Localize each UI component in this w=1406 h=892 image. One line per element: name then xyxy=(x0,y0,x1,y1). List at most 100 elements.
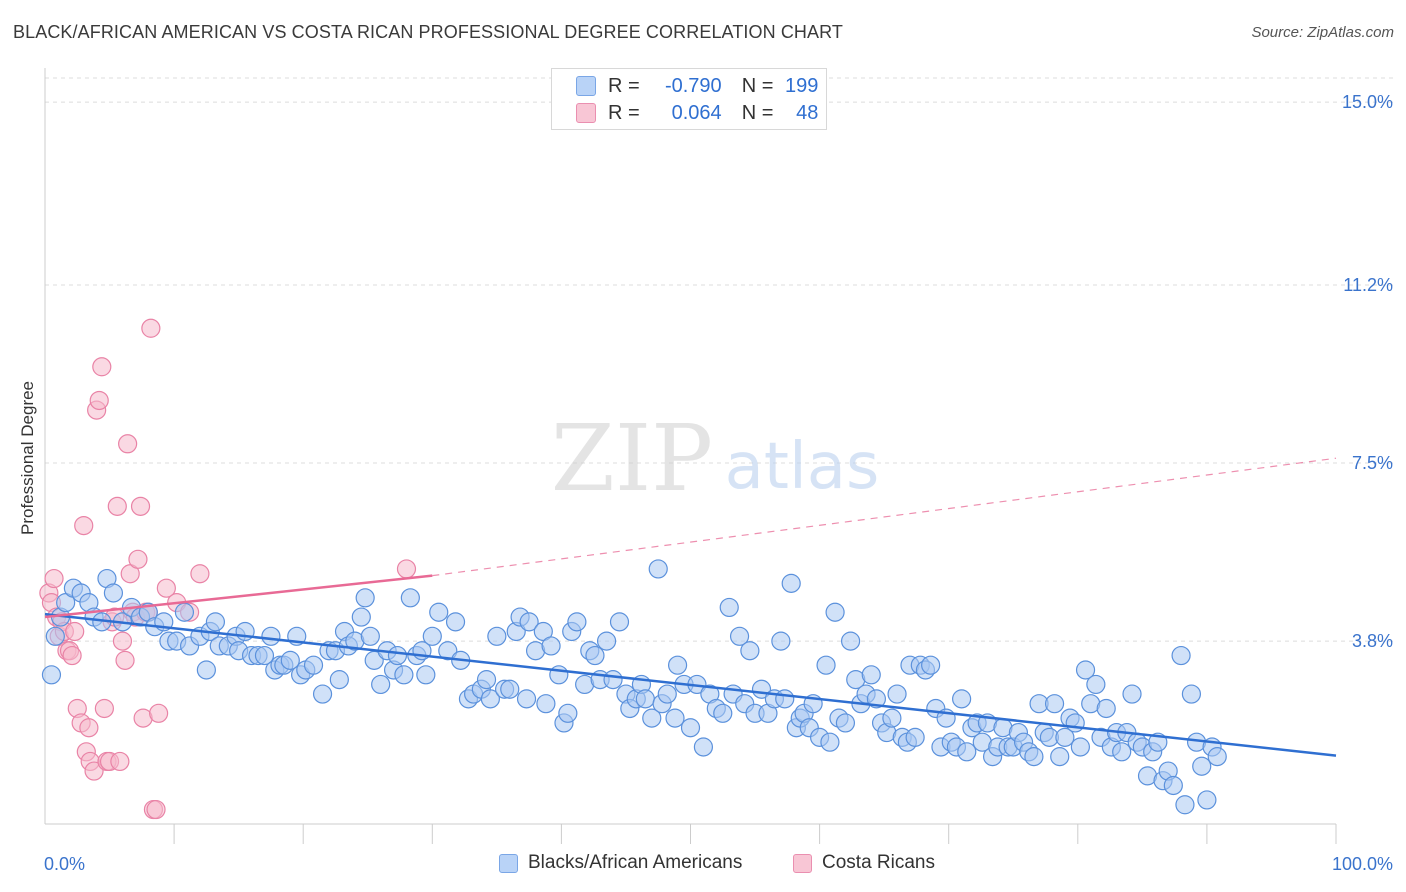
watermark-zip: ZIP xyxy=(551,405,713,512)
black-point-207 xyxy=(1207,747,1227,767)
chart-title: BLACK/AFRICAN AMERICAN VS COSTA RICAN PR… xyxy=(13,22,843,42)
black-point-50 xyxy=(355,588,375,608)
costa-rican-point-19 xyxy=(89,390,109,411)
costa-rican-point-41 xyxy=(146,799,166,820)
black-point-107 xyxy=(680,718,701,738)
legend-item-costa-rican[interactable]: Costa Ricans xyxy=(793,852,935,874)
black-point-205 xyxy=(1197,790,1217,810)
y-tick-label-1: 7.5% xyxy=(1352,453,1393,473)
black-point-85 xyxy=(558,703,578,723)
costa-rican-point-20 xyxy=(92,357,112,377)
black-point-124 xyxy=(781,573,801,593)
black-point-42 xyxy=(312,684,333,704)
blue-n-value: 199 xyxy=(785,74,819,97)
black-point-140 xyxy=(861,665,881,685)
black-point-100 xyxy=(642,708,662,728)
black-point-77 xyxy=(516,689,537,709)
black-point-64 xyxy=(438,641,458,661)
black-point-74 xyxy=(500,679,520,699)
black-point-135 xyxy=(835,713,856,733)
stat-row-blue: R = -0.790 N = 199 xyxy=(576,73,818,99)
black-point-51 xyxy=(360,626,380,646)
black-point-186 xyxy=(1096,698,1116,719)
black-point-94 xyxy=(609,612,630,632)
black-point-177 xyxy=(1050,747,1070,767)
y-tick-label-3: 15.0% xyxy=(1342,92,1393,112)
pink-r-value: 0.064 xyxy=(671,101,722,124)
costa-rican-point-10 xyxy=(65,621,85,642)
black-point-184 xyxy=(1086,674,1106,695)
black-point-141 xyxy=(866,689,887,709)
blue-r-value: -0.790 xyxy=(664,74,722,97)
black-point-204 xyxy=(1192,756,1212,776)
black-point-115 xyxy=(729,626,750,646)
correlation-legend: R = -0.790 N = 199 R = 0.064 N = 48 xyxy=(551,68,827,130)
black-point-81 xyxy=(536,694,556,714)
tick-labels: 3.8% 7.5% 11.2% 15.0% 0.0% 100.0% xyxy=(44,92,1393,874)
costa-rican-point-35 xyxy=(130,496,151,516)
pink-r-label: R = xyxy=(608,101,640,124)
costa-rican-point-39 xyxy=(141,318,161,338)
black-point-144 xyxy=(882,708,902,728)
black-point-104 xyxy=(665,708,685,728)
black-point-172 xyxy=(1024,747,1044,767)
y-axis-label: Professional Degree xyxy=(18,380,37,536)
stat-row-pink: R = 0.064 N = 48 xyxy=(576,100,818,126)
black-point-191 xyxy=(1122,684,1142,704)
black-point-58 xyxy=(400,588,420,608)
costa-rican-point-30 xyxy=(118,434,138,454)
costa-rican-point-21 xyxy=(94,698,114,719)
black-point-149 xyxy=(905,727,925,747)
black-point-93 xyxy=(603,670,623,690)
black-point-63 xyxy=(429,602,449,622)
black-point-131 xyxy=(816,655,836,675)
black-point-83 xyxy=(549,665,569,685)
costa-rican-points xyxy=(39,318,417,820)
black-point-182 xyxy=(1075,660,1096,680)
costa-rican-point-29 xyxy=(115,650,135,670)
black-point-152 xyxy=(921,655,941,675)
pink-n-value: 48 xyxy=(796,101,819,124)
black-point-61 xyxy=(416,665,436,685)
legend-label-costa-rican: Costa Ricans xyxy=(822,852,935,873)
watermark: ZIP atlas xyxy=(551,405,879,512)
costa-rican-point-13 xyxy=(74,515,94,536)
black-point-24 xyxy=(205,612,226,632)
black-point-41 xyxy=(303,655,324,675)
costa-rican-point-15 xyxy=(79,718,99,738)
source-credit: Source: ZipAtlas.com xyxy=(1251,24,1394,41)
black-point-117 xyxy=(740,641,760,661)
gridlines xyxy=(45,77,1396,642)
costa-rican-point-43 xyxy=(156,578,176,598)
legend-swatch-blue xyxy=(499,853,518,873)
black-point-180 xyxy=(1065,713,1085,733)
black-point-145 xyxy=(887,684,907,704)
black-point-90 xyxy=(585,645,605,666)
black-point-87 xyxy=(567,612,587,632)
black-point-181 xyxy=(1070,737,1090,757)
costa-rican-point-47 xyxy=(396,559,417,579)
black-point-71 xyxy=(480,689,500,709)
black-point-62 xyxy=(422,626,442,646)
black-point-159 xyxy=(957,742,977,762)
y-tick-label-0: 3.8% xyxy=(1352,631,1393,651)
legend-label-black: Blacks/African Americans xyxy=(528,852,743,873)
black-point-132 xyxy=(820,732,840,752)
blue-n-label: N = xyxy=(741,74,774,97)
blue-r-label: R = xyxy=(608,74,640,97)
black-point-101 xyxy=(648,559,668,579)
legend-item-black[interactable]: Blacks/African Americans xyxy=(499,852,742,874)
trend-lines xyxy=(44,457,1337,757)
costa-rican-point-42 xyxy=(149,703,169,723)
black-point-92 xyxy=(596,631,617,651)
costa-rican-trend-extension xyxy=(432,457,1337,577)
costa-rican-point-2 xyxy=(44,568,64,589)
black-point-133 xyxy=(825,602,845,622)
series-legend: Blacks/African Americans Costa Ricans xyxy=(0,852,1406,876)
blue-swatch xyxy=(576,76,596,96)
black-point-22 xyxy=(196,660,216,680)
black-point-113 xyxy=(719,597,739,618)
black-point-65 xyxy=(445,612,466,632)
black-point-201 xyxy=(1175,795,1195,815)
x-tick-label-min: 0.0% xyxy=(44,854,85,874)
